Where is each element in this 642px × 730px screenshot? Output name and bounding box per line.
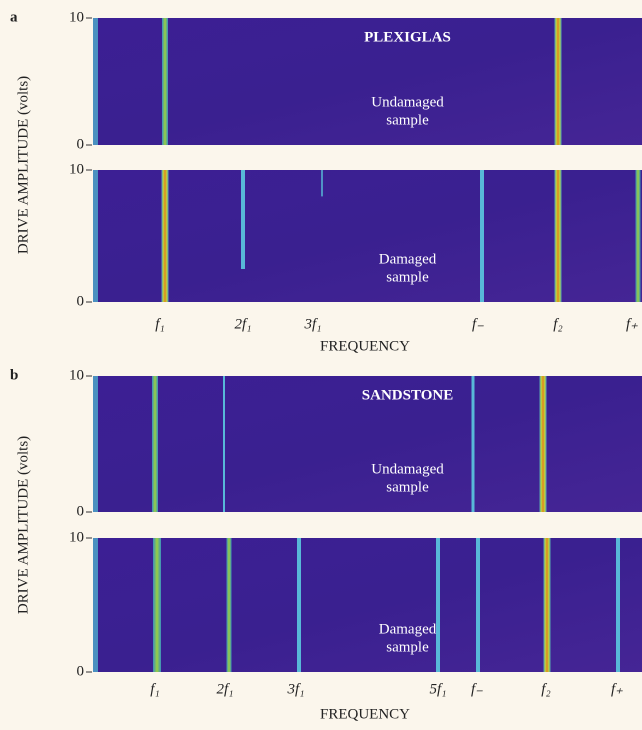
resonance-stripe <box>152 376 158 512</box>
panel-caption: sample <box>386 479 429 495</box>
x-tick-label: f₁ <box>155 316 164 332</box>
x-tick-label: f₋ <box>472 316 484 332</box>
y-axis-label: DRIVE AMPLITUDE (volts) <box>15 76 31 254</box>
resonance-stripe <box>616 538 620 672</box>
resonance-stripe <box>162 170 169 302</box>
x-tick-label: f₋ <box>471 681 483 697</box>
y-axis-label: DRIVE AMPLITUDE (volts) <box>15 436 31 614</box>
panel-label: b <box>10 367 18 383</box>
x-tick-label: 2f₁ <box>235 316 252 332</box>
resonance-stripe <box>436 538 440 672</box>
panel-caption: sample <box>386 112 429 128</box>
x-axis-label: FREQUENCY <box>320 338 410 354</box>
edge-band <box>93 538 98 672</box>
figure: a DRIVE AMPLITUDE (volts) 0 10 Undamaged samp… <box>0 0 642 730</box>
resonance-stripe <box>472 376 475 512</box>
edge-band <box>93 18 98 145</box>
spectrogram-background <box>93 538 642 672</box>
y-tick-label: 0 <box>77 503 85 519</box>
panel-title: SANDSTONE <box>362 387 453 403</box>
edge-band <box>93 170 98 302</box>
resonance-stripe <box>555 170 562 302</box>
resonance-stripe <box>162 18 168 145</box>
x-tick-label: 2f₁ <box>217 681 234 697</box>
x-tick-label: f₊ <box>626 316 638 332</box>
resonance-stripe <box>153 538 161 672</box>
resonance-stripe <box>480 170 484 302</box>
x-tick-label: 3f₁ <box>287 681 305 697</box>
y-tick-label: 10 <box>69 529 84 545</box>
resonance-stripe <box>321 170 323 196</box>
panel-caption: Damaged <box>379 251 437 267</box>
panel-title: PLEXIGLAS <box>364 29 451 45</box>
panel-caption: Damaged <box>379 621 437 637</box>
resonance-stripe <box>540 376 547 512</box>
resonance-stripe <box>544 538 551 672</box>
x-tick-label: 3f₁ <box>304 316 322 332</box>
y-tick-label: 10 <box>69 9 84 25</box>
x-tick-label: f₂ <box>541 681 550 697</box>
x-tick-label: f₊ <box>611 681 623 697</box>
resonance-stripe <box>227 538 232 672</box>
y-tick-label: 0 <box>77 136 85 152</box>
x-axis-label: FREQUENCY <box>320 706 410 722</box>
x-tick-label: 5f₁ <box>430 681 447 697</box>
panel-caption: Undamaged <box>371 461 444 477</box>
resonance-stripe <box>223 376 225 512</box>
resonance-stripe <box>297 538 301 672</box>
resonance-stripe <box>241 170 245 269</box>
resonance-stripe <box>555 18 562 145</box>
resonance-stripe <box>476 538 480 672</box>
panel-caption: Undamaged <box>371 94 444 110</box>
panel-caption: sample <box>386 269 429 285</box>
x-tick-label: f₁ <box>150 681 159 697</box>
y-tick-label: 10 <box>69 367 84 383</box>
resonance-stripe <box>636 170 641 302</box>
y-tick-label: 0 <box>77 663 85 679</box>
edge-band <box>93 376 98 512</box>
x-tick-label: f₂ <box>553 316 562 332</box>
panel-caption: sample <box>386 639 429 655</box>
y-tick-label: 0 <box>77 293 85 309</box>
panel-label: a <box>10 9 18 25</box>
y-tick-label: 10 <box>69 161 84 177</box>
